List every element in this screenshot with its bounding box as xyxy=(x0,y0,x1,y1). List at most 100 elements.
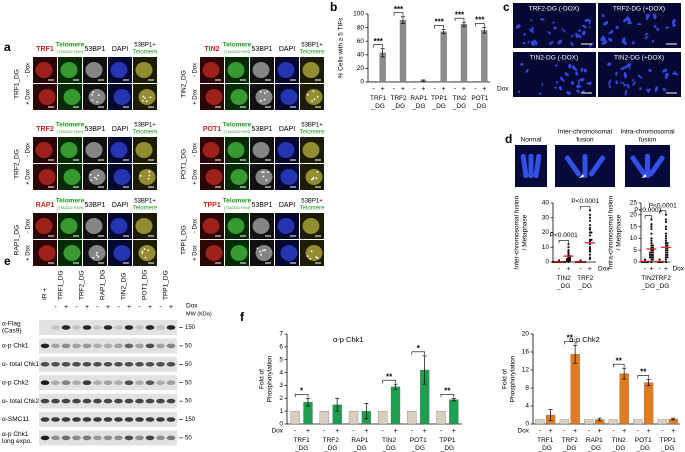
chromosome xyxy=(552,21,555,24)
y-tick-label: 6 xyxy=(279,344,283,351)
label: DAPI xyxy=(112,126,128,133)
chromosome xyxy=(608,30,613,35)
group-label: RAP1_DG xyxy=(14,225,21,255)
nucleus xyxy=(302,218,320,234)
data-point xyxy=(588,228,592,231)
label: Telomere xyxy=(133,206,158,212)
band xyxy=(40,343,50,349)
p-value: P<0.0001 xyxy=(634,207,662,214)
dox-sign: - xyxy=(413,86,416,93)
dox-sign: + xyxy=(127,304,131,311)
data-point xyxy=(567,243,570,246)
band xyxy=(135,343,144,349)
data-point xyxy=(590,231,593,234)
chromosome xyxy=(528,154,534,178)
focus xyxy=(147,177,150,180)
nucleus xyxy=(85,62,103,78)
dox-sign: - xyxy=(96,304,99,311)
label-line: TRF2 xyxy=(655,275,672,282)
image-label: TIN2-DG (-DOX) xyxy=(530,55,578,62)
label: 53BP1+ xyxy=(301,199,323,205)
bar xyxy=(390,386,401,425)
label-line: TRF1 xyxy=(537,437,554,444)
band xyxy=(135,325,144,330)
blot xyxy=(39,338,177,354)
band xyxy=(166,325,176,330)
bar xyxy=(570,354,580,425)
label-line: TIN2 xyxy=(641,275,655,282)
significance-bracket xyxy=(434,25,444,29)
dox-sign: + xyxy=(85,304,89,311)
label-line: _DG xyxy=(578,283,592,290)
nucleus xyxy=(230,89,248,105)
dox-label: Dox xyxy=(517,428,529,435)
y-tick-label: 15 xyxy=(630,223,638,230)
category-label: TIN2 _DG xyxy=(381,437,396,452)
dox-label: + Dox xyxy=(26,89,32,105)
chromosome xyxy=(582,89,585,93)
focus xyxy=(145,100,148,103)
focus xyxy=(266,90,269,93)
group-label: TPP1_DG xyxy=(181,225,188,255)
chromosome xyxy=(625,63,632,68)
significance: *** xyxy=(373,37,383,46)
label: (TTAGGG FISH) xyxy=(224,206,250,210)
significance-bracket xyxy=(644,215,652,219)
dox-label: + Dox xyxy=(26,169,32,185)
y-axis-title: / Metaphase xyxy=(522,214,529,250)
chromosome xyxy=(555,64,558,67)
nucleus xyxy=(202,62,220,78)
focus xyxy=(89,173,92,176)
nucleus xyxy=(205,89,223,105)
bar xyxy=(436,410,446,425)
nucleus xyxy=(113,169,131,185)
data-point xyxy=(557,259,561,262)
category-label: TIN2 _DG xyxy=(611,437,626,452)
image-label: Normal xyxy=(521,137,543,144)
nucleus xyxy=(35,142,53,158)
fusion-arrow xyxy=(579,174,584,178)
y-tick-label: 10 xyxy=(542,244,550,251)
y-tick-label: 0 xyxy=(633,259,637,266)
data-point xyxy=(650,239,653,242)
significance-bracket xyxy=(564,340,576,345)
y-tick-label: 80 xyxy=(357,24,365,31)
data-point xyxy=(590,238,593,241)
mw-label: 50 xyxy=(185,362,192,368)
label-line: _DG xyxy=(611,445,625,452)
nucleus xyxy=(302,62,320,78)
focus xyxy=(91,94,94,96)
y-tick-label: 20 xyxy=(630,212,638,219)
dox-sign: + xyxy=(647,428,651,435)
nucleus xyxy=(227,218,245,234)
band xyxy=(93,435,102,441)
chromosome xyxy=(646,88,650,93)
dox-label: - Dox xyxy=(26,219,32,233)
nucleus xyxy=(85,142,103,158)
nucleus xyxy=(138,169,156,185)
chromosome xyxy=(549,41,554,45)
label: DAPI xyxy=(112,202,128,209)
label-line: TRF2 xyxy=(562,437,579,444)
band xyxy=(82,343,92,349)
band xyxy=(61,325,71,330)
dox-sign: - xyxy=(539,428,542,435)
focus xyxy=(92,256,95,259)
y-tick-label: 5 xyxy=(279,356,283,363)
band xyxy=(145,380,155,386)
nucleus xyxy=(305,89,323,105)
dox-sign: - xyxy=(75,304,78,311)
dox-label: Dox xyxy=(672,266,684,273)
focus xyxy=(306,93,309,96)
label-line: POT1 xyxy=(471,95,488,102)
y-axis-title: / Metaphase xyxy=(616,214,623,250)
dox-sign: - xyxy=(588,428,591,435)
chromosome xyxy=(529,28,534,33)
y-tick-label: 100 xyxy=(353,11,364,18)
band xyxy=(40,435,50,441)
category-label: TPP1 _DG xyxy=(660,437,677,452)
chromosome xyxy=(644,32,648,36)
band xyxy=(114,380,123,386)
focus xyxy=(95,177,98,180)
chromosome xyxy=(530,19,533,22)
